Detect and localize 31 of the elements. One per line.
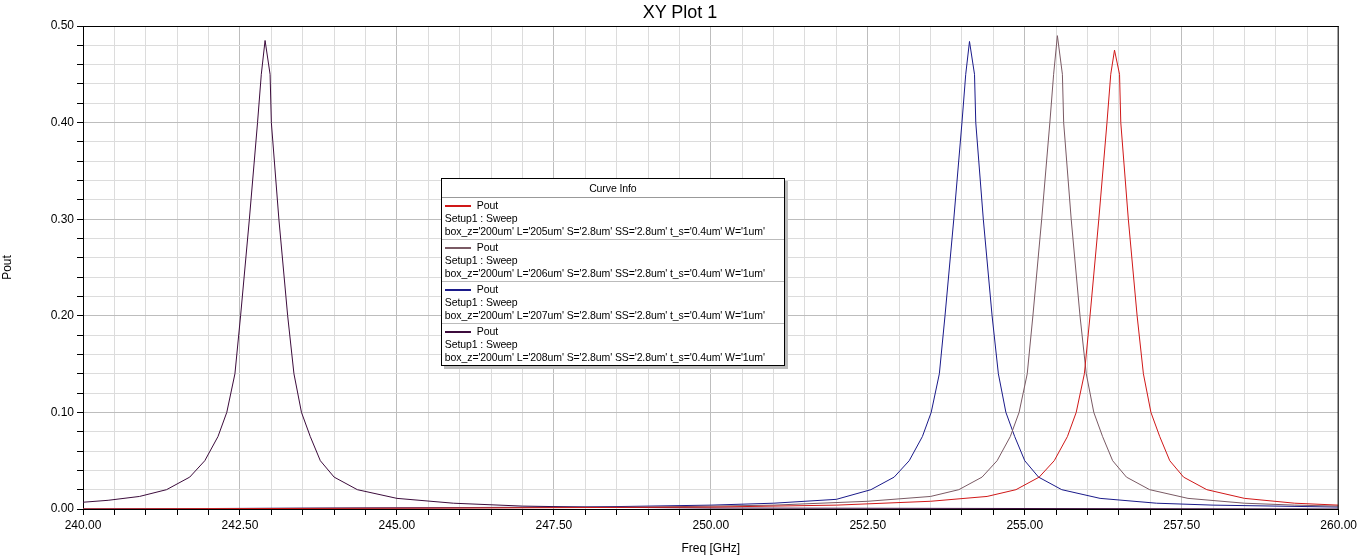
x-tick-label: 260.00 [1320,517,1358,532]
y-tick-label: 0.40 [50,114,75,129]
annotation: box_z='200um' L='206um' S='2.8um' SS='2.8um' t_s='0.4um' W='1um' [444,267,766,281]
y-tick-label: 0.00 [50,501,75,516]
annotation: box_z='200um' L='208um' S='2.8um' SS='2.8um' t_s='0.4um' W='1um' [444,351,766,365]
legend-label: Pout [475,241,500,255]
legend-title: Curve Info [441,179,784,199]
x-tick-label: 247.50 [535,517,573,532]
annotation: Setup1 : Sweep [444,338,519,352]
x-tick-label: 245.00 [378,517,416,532]
x-axis-title: Freq [GHz] [681,541,741,556]
legend-label: Pout [475,325,500,339]
y-tick-label: 0.30 [50,211,75,226]
y-axis-title: Pout [0,254,14,280]
annotation: Setup1 : Sweep [444,212,519,226]
annotation: Setup1 : Sweep [444,296,519,310]
annotation: Setup1 : Sweep [444,254,519,268]
x-tick-label: 255.00 [1006,517,1044,532]
y-tick-label: 0.50 [50,18,75,33]
x-tick-label: 257.50 [1163,517,1201,532]
chart-title: XY Plot 1 [642,2,718,22]
x-tick-label: 240.00 [64,517,102,532]
legend-label: Pout [475,199,500,213]
y-tick-label: 0.10 [50,404,75,419]
x-tick-label: 242.50 [221,517,259,532]
x-tick-label: 250.00 [692,517,730,532]
legend-label: Pout [475,283,500,297]
x-tick-label: 252.50 [849,517,887,532]
y-tick-label: 0.20 [50,308,75,323]
annotation: box_z='200um' L='207um' S='2.8um' SS='2.8um' t_s='0.4um' W='1um' [444,309,766,323]
annotation: box_z='200um' L='205um' S='2.8um' SS='2.8um' t_s='0.4um' W='1um' [444,225,766,239]
